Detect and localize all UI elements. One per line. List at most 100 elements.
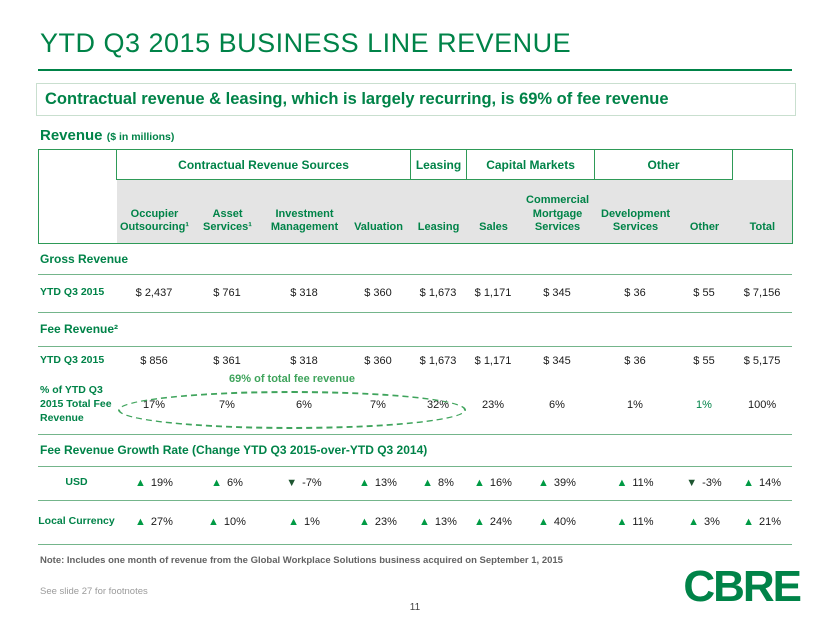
table-cell: $ 2,437 <box>116 274 192 313</box>
table-cell: 17% <box>116 376 192 435</box>
table-cell: ▲ 11% <box>594 466 676 501</box>
up-triangle-icon: ▲ <box>422 477 433 489</box>
up-triangle-icon: ▲ <box>419 516 430 528</box>
growth-value: 39% <box>553 477 576 489</box>
down-triangle-icon: ▼ <box>686 477 698 489</box>
subtitle: Contractual revenue & leasing, which is … <box>36 83 796 116</box>
growth-value: 27% <box>150 516 173 528</box>
table-cell: $ 55 <box>693 355 715 368</box>
group-header-leasing: Leasing <box>410 149 468 180</box>
growth-value: 11% <box>632 477 654 489</box>
col-header-leasing: Leasing <box>410 179 467 244</box>
table-cell: ▲ 24% <box>466 500 520 545</box>
table-cell: 6% <box>520 376 594 435</box>
table-cell: ▲ 13% <box>346 466 410 501</box>
table-cell: 1% <box>676 376 732 435</box>
up-triangle-icon: ▲ <box>743 516 754 528</box>
table-row-usd-growth: USD ▲ 19% ▲ 6% ▼ -7% ▲ 13% ▲ 8% ▲ 16% ▲ 39% ▲ 11… <box>38 466 793 501</box>
group-header-spacer-right <box>733 150 793 180</box>
table-cell: ▲ 8% <box>410 466 466 501</box>
revenue-table: Contractual Revenue Sources Leasing Capi… <box>38 149 794 545</box>
growth-value: 13% <box>434 516 457 528</box>
table-cell: $ 360 <box>346 274 410 313</box>
growth-value: -3% <box>702 477 722 489</box>
up-triangle-icon: ▲ <box>135 477 146 489</box>
table-cell: ▼ -3% <box>676 466 732 501</box>
growth-value: 3% <box>703 516 720 528</box>
table-row-gross-ytd: YTD Q3 2015 $ 2,437 $ 761 $ 318 $ 360 $ … <box>38 274 793 313</box>
table-cell: $ 318 <box>262 274 346 313</box>
table-body: Gross Revenue YTD Q3 2015 $ 2,437 $ 761 … <box>38 244 793 545</box>
up-triangle-icon: ▲ <box>208 516 219 528</box>
section-row-growth-rate: Fee Revenue Growth Rate (Change YTD Q3 2… <box>38 434 793 467</box>
up-triangle-icon: ▲ <box>288 516 299 528</box>
growth-value: 10% <box>223 516 246 528</box>
table-cell: ▲ 39% <box>520 466 594 501</box>
page-number: 11 <box>409 602 421 613</box>
group-header-contractual-revenue-sources: Contractual Revenue Sources <box>115 149 412 180</box>
growth-value: 21% <box>758 516 782 528</box>
group-header-capital-markets: Capital Markets <box>466 149 596 180</box>
table-cell: ▲ 10% <box>192 500 262 545</box>
table-cell: ▲ 27% <box>116 500 192 545</box>
table-cell: $ 856 <box>140 355 168 368</box>
table-cell: ▲ 3% <box>676 500 732 545</box>
table-cell: $ 1,171 <box>474 355 512 368</box>
note: Note: Includes one month of revenue from… <box>40 554 563 566</box>
row-label-pct-of-fee: % of YTD Q3 2015 Total Fee Revenue <box>38 376 116 435</box>
up-triangle-icon: ▲ <box>538 516 549 528</box>
table-cell: $ 1,673 <box>419 355 457 368</box>
table-cell: $ 7,156 <box>732 274 793 313</box>
up-triangle-icon: ▲ <box>359 516 370 528</box>
up-triangle-icon: ▲ <box>688 516 699 528</box>
table-cell: ▲ 11% <box>594 500 676 545</box>
table-cell: ▲ 14% <box>732 466 793 501</box>
row-label-gross-ytd: YTD Q3 2015 <box>38 274 116 313</box>
growth-value: 8% <box>437 477 454 489</box>
table-cell: $ 361 <box>213 355 241 368</box>
table-cell: ▲ 6% <box>192 466 262 501</box>
growth-value: 24% <box>489 516 512 528</box>
section-label-growth-rate: Fee Revenue Growth Rate (Change YTD Q3 2… <box>38 434 793 467</box>
growth-value: 16% <box>489 477 512 489</box>
page-title: YTD Q3 2015 BUSINESS LINE REVENUE <box>40 28 572 58</box>
up-triangle-icon: ▲ <box>135 516 146 528</box>
row-label-usd: USD <box>38 466 116 501</box>
section-label-gross-revenue: Gross Revenue <box>38 244 793 275</box>
table-cell: 7% <box>192 376 262 435</box>
growth-value: 14% <box>758 477 782 489</box>
growth-value: 19% <box>150 477 173 489</box>
growth-value: 6% <box>226 477 243 489</box>
column-header-row: Occupier Outsourcing¹ Asset Services¹ In… <box>38 179 793 244</box>
growth-value: 1% <box>303 516 320 528</box>
table-cell: $ 345 <box>520 274 594 313</box>
table-cell: $ 761 <box>192 274 262 313</box>
col-header-asset-services: Asset Services¹ <box>192 179 263 244</box>
up-triangle-icon: ▲ <box>359 477 370 489</box>
table-cell: 6% <box>262 376 346 435</box>
section-label-fee-revenue: Fee Revenue² <box>38 312 793 347</box>
table-row-local-currency-growth: Local Currency ▲ 27% ▲ 10% ▲ 1% ▲ 23% ▲ 13% ▲… <box>38 500 793 545</box>
table-cell: $ 36 <box>594 274 676 313</box>
table-cell: ▲ 1% <box>262 500 346 545</box>
up-triangle-icon: ▲ <box>211 477 222 489</box>
group-header-spacer-left <box>39 150 117 180</box>
group-header-row: Contractual Revenue Sources Leasing Capi… <box>39 149 793 180</box>
up-triangle-icon: ▲ <box>474 477 485 489</box>
table-cell: ▲ 16% <box>466 466 520 501</box>
row-label-fee-ytd: YTD Q3 2015 <box>40 354 105 367</box>
col-header-development-services: Development Services <box>594 179 677 244</box>
table-cell: 32% <box>410 376 466 435</box>
up-triangle-icon: ▲ <box>474 516 485 528</box>
table-cell: $ 1,171 <box>466 274 520 313</box>
table-cell: $ 318 <box>290 355 318 368</box>
table-cell: ▲ 40% <box>520 500 594 545</box>
column-header-spacer <box>38 179 117 244</box>
col-header-total: Total <box>732 179 793 244</box>
up-triangle-icon: ▲ <box>538 477 549 489</box>
growth-value: 11% <box>632 516 654 528</box>
table-cell: 100% <box>732 376 793 435</box>
col-header-valuation: Valuation <box>346 179 411 244</box>
table-cell: ▲ 21% <box>732 500 793 545</box>
